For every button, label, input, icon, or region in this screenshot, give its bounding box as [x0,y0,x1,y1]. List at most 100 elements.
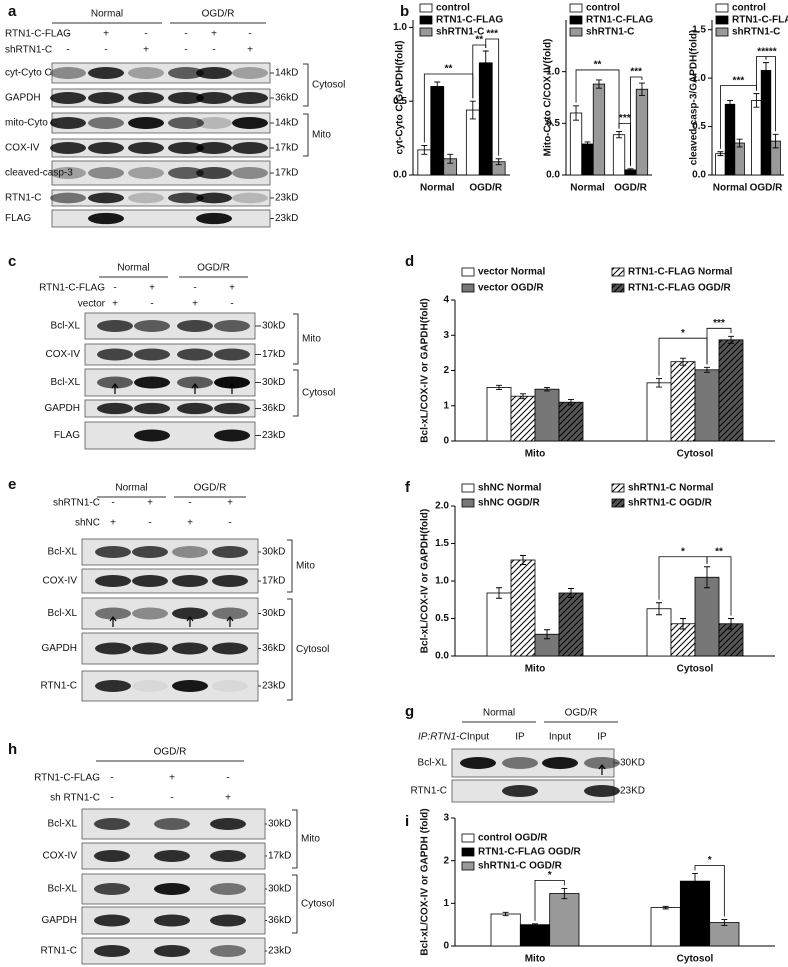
error-bar [680,618,686,630]
row-label: COX-IV [5,143,40,154]
condition-sign: - [248,29,251,40]
chart: b cyt-Cyto C/GAPDH(fold) 0.0 0.5 1.0 Normal OG… [393,3,510,194]
band [128,117,164,129]
legend-label: shRTN1-C OGD/R [478,861,563,872]
band [128,167,164,179]
error-bar [502,911,509,917]
band [88,212,124,225]
size-label: 36kD [268,915,291,926]
band [214,402,250,415]
size-label: 23kD [275,193,298,204]
band [50,117,86,129]
legend-label: shRTN1-C [732,27,780,38]
band [232,117,268,129]
y-tick-label: 0.0 [692,170,706,181]
y-axis-title: cyt-Cyto C/GAPDH(fold) [395,41,406,155]
y-tick-label: 3 [443,813,449,824]
condition-sign: - [230,299,233,310]
error-bar [656,378,662,388]
compartment-label: Mito [312,130,331,141]
error-bar [627,168,634,172]
size-label: 14kD [275,68,298,79]
bar [510,559,536,657]
y-tick-label: 1.0 [435,576,449,587]
compartment-bracket [287,598,293,701]
condition-sign: - [150,299,153,310]
error-bar [692,873,698,890]
band [88,67,124,79]
condition-sign: + [192,299,198,310]
bar [715,153,726,176]
row-label: Bcl-XL [48,884,78,895]
band [212,607,248,620]
condition-sign: + [112,299,118,310]
size-label: 30kD [262,547,285,558]
band [212,546,248,558]
band [154,883,190,895]
size-label: 17kD [275,168,298,179]
band [88,117,124,129]
error-bar [616,131,623,139]
compartment-label: Cytosol [312,80,345,91]
error-bar [568,588,574,598]
legend-swatch [569,15,583,25]
compartment-bracket [292,874,298,934]
arrow [191,383,199,394]
x-tick-label: OGD/R [469,183,503,194]
error-bar [561,887,568,900]
band [168,192,204,204]
group-header: Normal [115,483,147,494]
size-label: 17kD [262,576,285,587]
band [94,850,130,862]
panel-letter: e [8,476,16,493]
bar [694,369,720,442]
significance-label: ** [757,46,765,57]
y-tick-label: 0.0 [393,170,407,181]
legend-swatch [461,847,475,857]
band [584,785,620,797]
band [214,376,250,389]
size-label: 30kD [268,819,291,830]
band [50,192,86,204]
row-label: FLAG [54,430,80,441]
band [97,320,133,332]
x-tick-label: Cytosol [677,664,714,675]
band [212,680,248,692]
condition-sign: + [169,773,175,784]
error-bar [704,566,710,589]
legend-swatch [461,498,475,508]
condition-label: vector [78,299,106,310]
band [94,818,130,830]
band [172,680,208,692]
y-axis-title: Mito-Cyto C/COX IV(fold) [543,39,554,157]
error-bar [434,81,441,92]
bar [751,100,762,176]
chart: Mito-Cyto C/COX IV(fold) 0.0 0.5 1.0 Normal O… [543,3,654,194]
band [177,348,213,361]
compartment-bracket [303,63,309,107]
condition-sign: Input [549,732,571,743]
band [50,142,86,154]
error-bar [544,386,550,392]
band [134,429,170,442]
band [88,92,124,104]
row-label: GAPDH [44,403,80,414]
error-bar [520,393,526,400]
row-label: cleaved-casp-3 [5,168,73,179]
size-label: 23kD [268,946,291,957]
y-tick-label: 0 [443,941,449,952]
legend-swatch [715,15,729,25]
band [132,680,168,692]
panel-letter: b [400,3,409,20]
band [128,142,164,154]
error-bar [704,366,710,373]
y-tick-label: 0.5 [546,118,560,129]
legend-label: control OGD/R [478,833,548,844]
condition-sign: Input [467,732,489,743]
row-label: cyt-Cyto C [5,68,52,79]
significance-bracket [575,69,620,129]
size-label: 23kD [275,213,298,224]
